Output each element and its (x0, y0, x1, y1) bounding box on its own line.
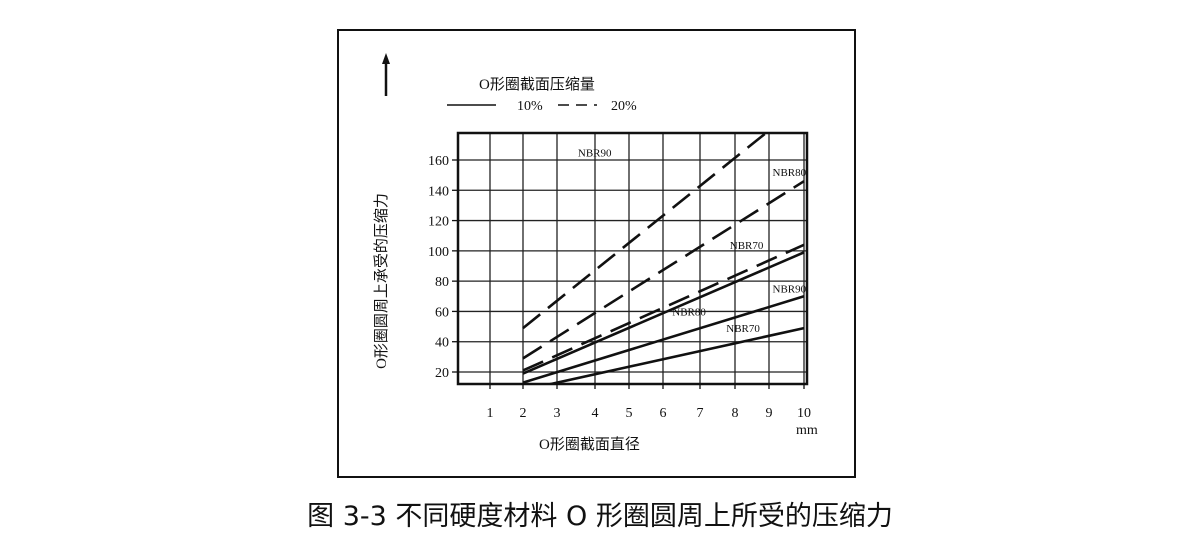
plot-area (456, 131, 809, 386)
x-tick-label: 9 (766, 406, 773, 421)
x-tick-label: 2 (520, 406, 527, 421)
series-lines (522, 133, 805, 384)
y-ticks: 20 40 60 80 100 120 140 160 (428, 154, 458, 381)
legend-entry-solid: 10% (447, 99, 543, 114)
x-tick-label: 3 (554, 406, 561, 421)
x-tick-label: 6 (660, 406, 667, 421)
legend-dashed-label: 20% (611, 99, 637, 114)
x-tick-label: 7 (697, 406, 704, 421)
series-line-nbr70-solid (544, 326, 805, 384)
series-line-nbr80-dashed (522, 180, 805, 360)
x-tick-label: 8 (732, 406, 739, 421)
figure-caption: 图 3-3 不同硬度材料 O 形圈圆周上所受的压缩力 (307, 501, 893, 532)
y-tick-label: 20 (435, 366, 449, 381)
legend-solid-label: 10% (517, 99, 543, 114)
x-tick-label: 5 (626, 406, 633, 421)
x-ticks: 1 2 3 4 5 6 7 8 9 10 (487, 384, 811, 421)
x-tick-label: 4 (592, 406, 599, 421)
series-label-nbr90-dashed: NBR90 (578, 147, 612, 159)
y-tick-label: 80 (435, 275, 449, 290)
series-labels: NBR90 NBR80 NBR70 NBR90 NBR80 NBR70 (578, 147, 807, 335)
grid (458, 133, 807, 384)
series-line-nbr90-dashed (522, 133, 769, 330)
legend-title: O形圈截面压缩量 (479, 76, 595, 93)
series-line-nbr80-solid (522, 295, 805, 384)
series-label-nbr70-dashed: NBR70 (730, 240, 764, 252)
x-axis-label: O形圈截面直径 (539, 436, 640, 453)
x-axis-unit: mm (796, 423, 818, 438)
y-axis-label: O形圈圆周上承受的压缩力 (373, 193, 390, 369)
y-tick-label: 160 (428, 154, 449, 169)
y-tick-label: 60 (435, 305, 449, 320)
series-label-nbr80-solid: NBR80 (672, 306, 706, 318)
y-tick-label: 40 (435, 336, 449, 351)
y-tick-label: 120 (428, 215, 449, 230)
series-line-nbr70-dashed (522, 243, 805, 372)
legend-entry-dashed: 20% (558, 99, 637, 114)
x-tick-label: 10 (797, 406, 811, 421)
series-label-nbr80-dashed: NBR80 (773, 167, 807, 179)
chart-frame: O形圈截面压缩量 10% 20% O形圈圆周上承受的压缩力 20 40 60 80 10… (337, 29, 856, 478)
y-tick-label: 100 (428, 245, 449, 260)
x-tick-label: 1 (487, 406, 494, 421)
series-label-nbr70-solid: NBR70 (726, 323, 760, 335)
series-line-nbr90-solid (522, 251, 805, 375)
y-tick-label: 140 (428, 184, 449, 199)
chart-svg: O形圈截面压缩量 10% 20% O形圈圆周上承受的压缩力 20 40 60 80 10… (373, 53, 818, 453)
y-axis-arrow (382, 53, 390, 96)
series-label-nbr90-solid: NBR90 (773, 284, 807, 296)
